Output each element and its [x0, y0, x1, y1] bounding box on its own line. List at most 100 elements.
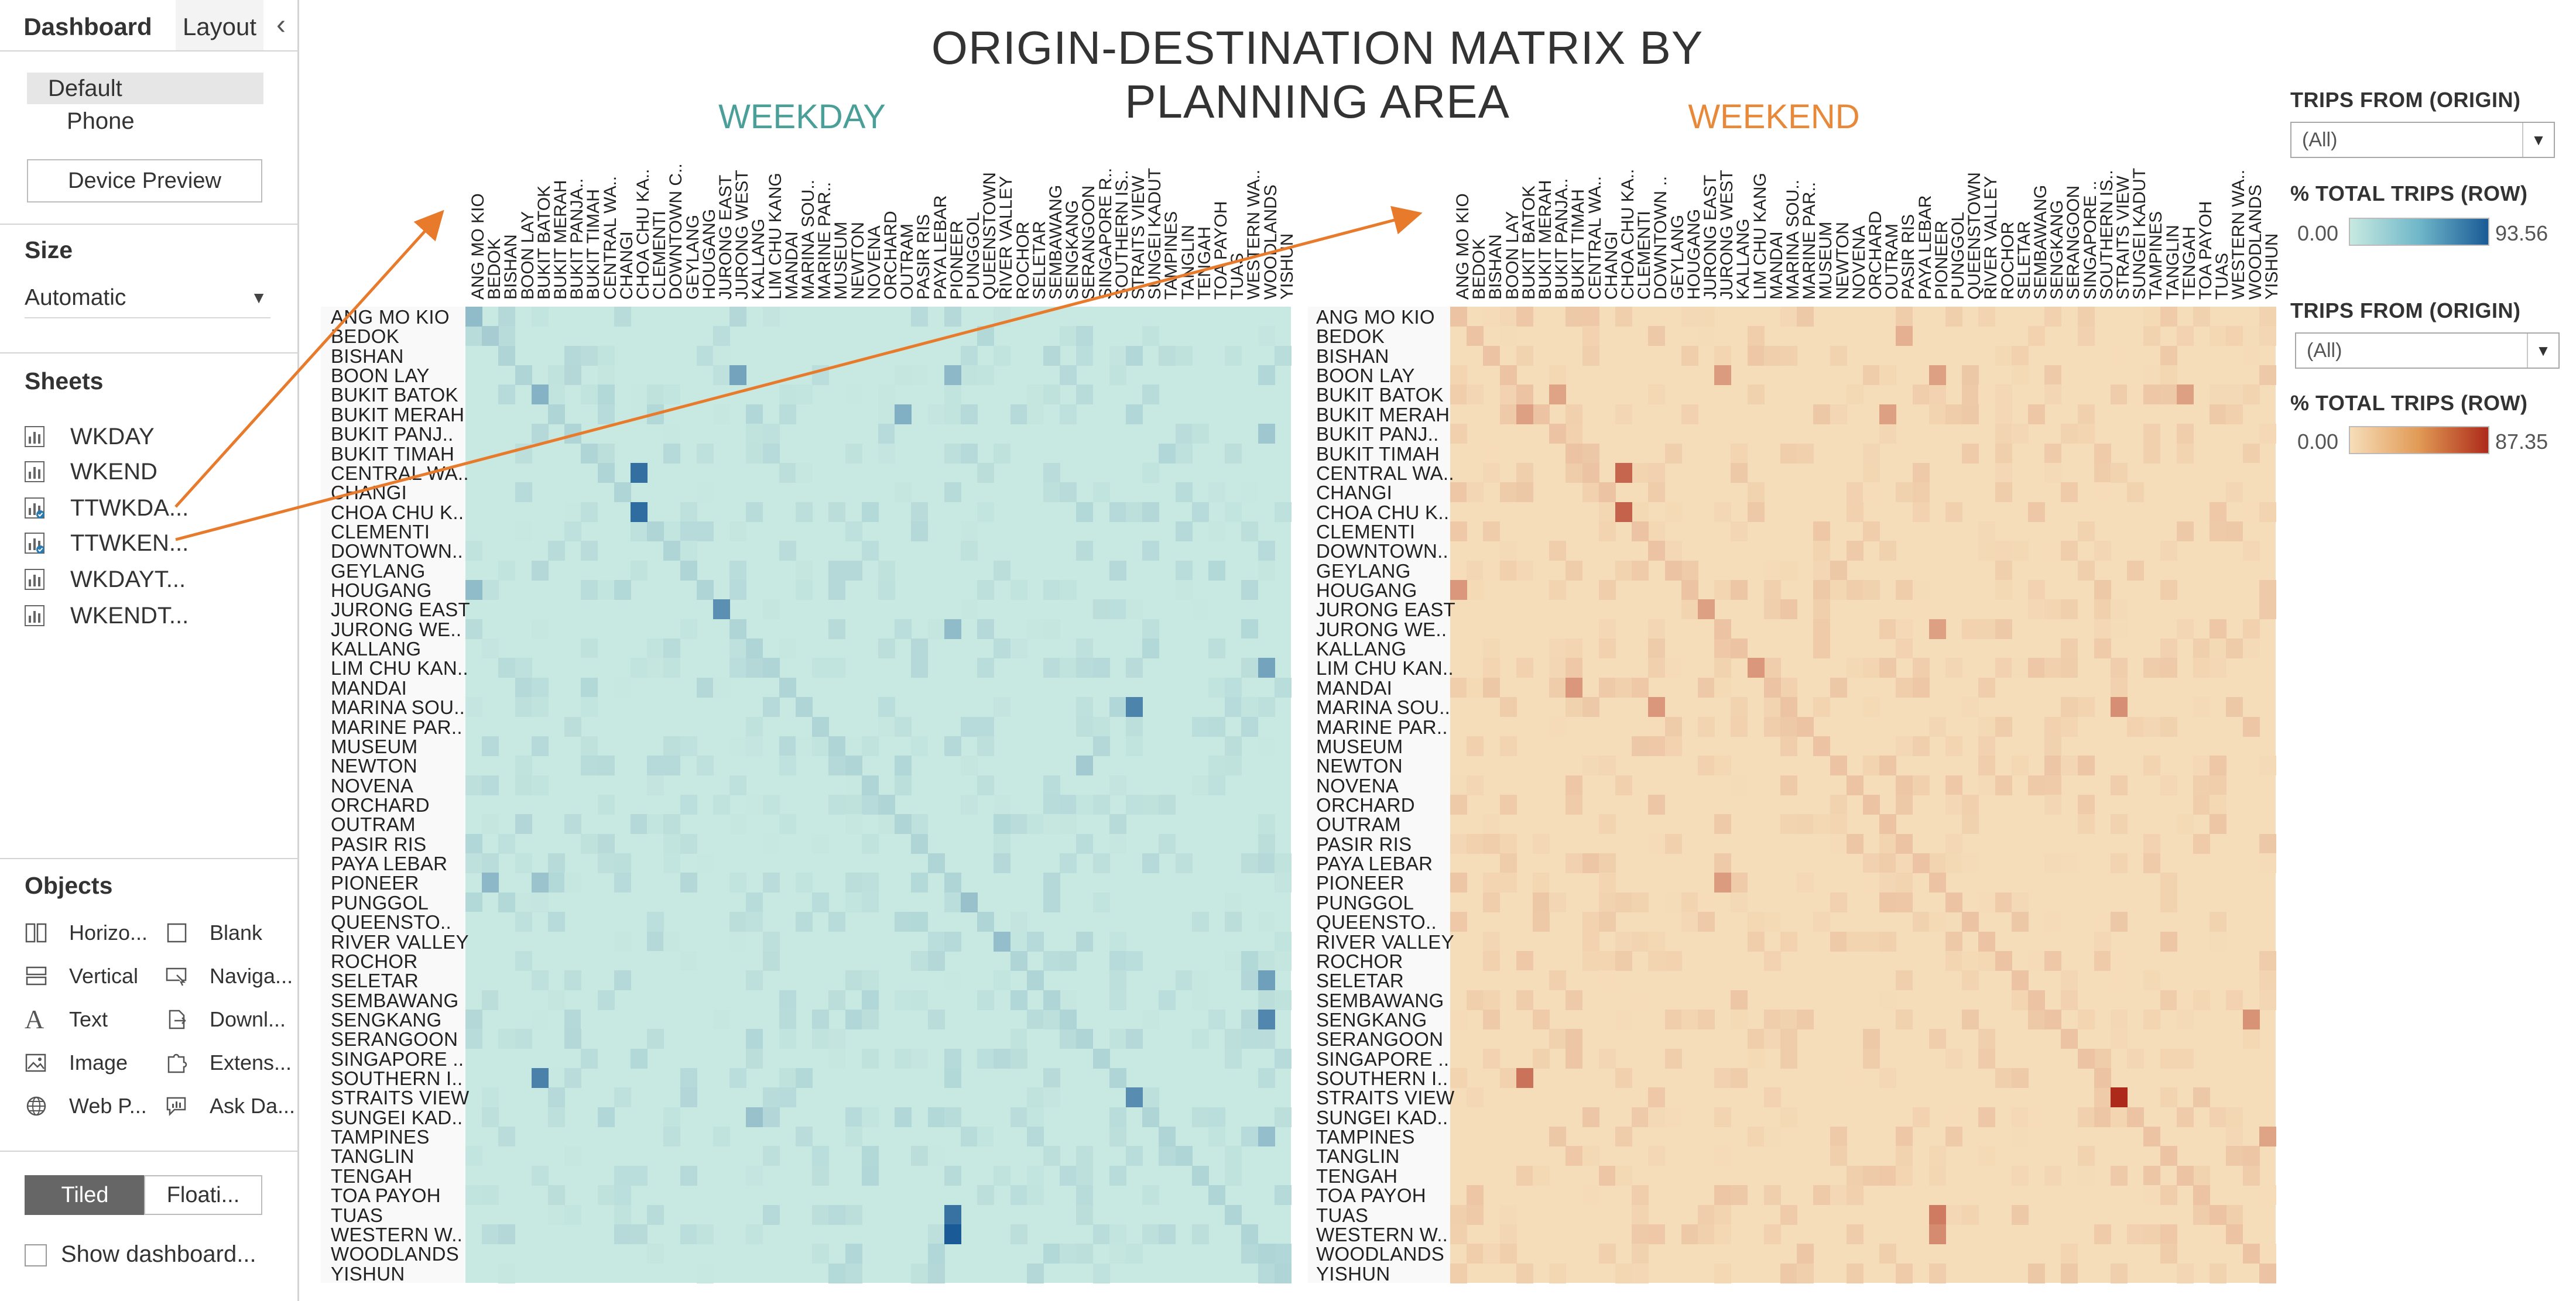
weekend-heatmap-cell[interactable] — [1681, 1009, 1698, 1029]
weekend-heatmap-cell[interactable] — [2111, 1107, 2128, 1127]
weekday-heatmap-cell[interactable] — [631, 1165, 648, 1186]
weekday-heatmap-cell[interactable] — [465, 833, 482, 854]
weekday-heatmap-cell[interactable] — [1026, 404, 1044, 424]
weekday-heatmap-cell[interactable] — [1092, 736, 1110, 756]
weekend-heatmap-cell[interactable] — [1615, 1009, 1632, 1029]
weekday-heatmap-cell[interactable] — [548, 365, 565, 386]
weekday-heatmap-cell[interactable] — [1274, 1185, 1292, 1206]
weekday-heatmap-cell[interactable] — [1060, 814, 1077, 835]
weekend-heatmap-cell[interactable] — [1896, 482, 1913, 503]
weekend-heatmap-cell[interactable] — [1467, 736, 1484, 756]
weekday-heatmap-cell[interactable] — [746, 1029, 763, 1049]
weekday-heatmap-cell[interactable] — [1208, 1009, 1225, 1029]
weekday-heatmap-cell[interactable] — [812, 1204, 830, 1225]
weekday-heatmap-cell[interactable] — [1274, 1048, 1292, 1069]
weekend-heatmap-cell[interactable] — [1928, 1029, 1946, 1049]
weekday-heatmap-cell[interactable] — [1026, 931, 1044, 952]
weekend-heatmap-cell[interactable] — [1863, 580, 1880, 600]
weekend-heatmap-cell[interactable] — [1648, 326, 1666, 346]
weekend-heatmap-cell[interactable] — [1516, 404, 1533, 424]
weekend-heatmap-cell[interactable] — [1450, 560, 1467, 581]
weekday-heatmap-cell[interactable] — [944, 1048, 961, 1069]
weekend-heatmap-cell[interactable] — [2160, 541, 2177, 561]
weekday-heatmap-cell[interactable] — [861, 1107, 879, 1127]
weekend-heatmap-cell[interactable] — [1928, 365, 1946, 386]
weekend-heatmap-cell[interactable] — [1978, 677, 1996, 698]
weekend-heatmap-cell[interactable] — [2094, 619, 2111, 639]
weekday-heatmap-cell[interactable] — [994, 853, 1011, 874]
weekday-heatmap-cell[interactable] — [1076, 1146, 1094, 1166]
weekend-heatmap-cell[interactable] — [1467, 775, 1484, 795]
weekend-heatmap-cell[interactable] — [1533, 404, 1550, 424]
weekday-heatmap-cell[interactable] — [927, 1244, 945, 1264]
weekend-heatmap-cell[interactable] — [1879, 404, 1897, 424]
weekend-heatmap-cell[interactable] — [2111, 697, 2128, 718]
weekday-heatmap-cell[interactable] — [515, 521, 532, 541]
weekend-heatmap-cell[interactable] — [1763, 950, 1781, 971]
weekend-heatmap-cell[interactable] — [1896, 619, 1913, 639]
weekend-heatmap-cell[interactable] — [1763, 716, 1781, 737]
weekend-heatmap-cell[interactable] — [2077, 814, 2095, 835]
weekend-heatmap-cell[interactable] — [1499, 736, 1517, 756]
weekday-heatmap-cell[interactable] — [581, 580, 598, 600]
weekend-heatmap-cell[interactable] — [2176, 326, 2194, 346]
weekday-heatmap-cell[interactable] — [482, 580, 499, 600]
weekday-heatmap-cell[interactable] — [911, 1048, 929, 1069]
weekday-heatmap-cell[interactable] — [647, 1244, 664, 1264]
weekend-heatmap-cell[interactable] — [1450, 912, 1467, 932]
weekend-heatmap-cell[interactable] — [2226, 1146, 2243, 1166]
weekend-heatmap-cell[interactable] — [2044, 1009, 2062, 1029]
weekday-heatmap-cell[interactable] — [663, 853, 681, 874]
weekday-heatmap-cell[interactable] — [631, 658, 648, 678]
weekend-heatmap-cell[interactable] — [1830, 853, 1847, 874]
weekend-heatmap-cell[interactable] — [1566, 775, 1583, 795]
weekend-heatmap-cell[interactable] — [1912, 482, 1930, 503]
weekday-heatmap-cell[interactable] — [1043, 1009, 1060, 1029]
weekday-heatmap-cell[interactable] — [878, 385, 895, 405]
weekend-heatmap-cell[interactable] — [2011, 658, 2029, 678]
weekday-heatmap-cell[interactable] — [729, 775, 747, 795]
weekday-heatmap-cell[interactable] — [515, 892, 532, 912]
weekend-heatmap-cell[interactable] — [1714, 814, 1732, 835]
weekend-heatmap-cell[interactable] — [2044, 795, 2062, 815]
weekday-heatmap-cell[interactable] — [548, 1068, 565, 1089]
weekend-heatmap-cell[interactable] — [1780, 697, 1797, 718]
weekday-heatmap-cell[interactable] — [1076, 502, 1094, 522]
weekday-heatmap-cell[interactable] — [1241, 970, 1259, 991]
weekend-heatmap-cell[interactable] — [1962, 404, 1979, 424]
weekend-heatmap-cell[interactable] — [2111, 462, 2128, 483]
weekday-heatmap-cell[interactable] — [845, 736, 862, 756]
weekend-heatmap-cell[interactable] — [1763, 1185, 1781, 1206]
weekend-heatmap-cell[interactable] — [1516, 990, 1533, 1010]
weekend-heatmap-cell[interactable] — [1962, 385, 1979, 405]
weekday-heatmap-cell[interactable] — [1208, 521, 1225, 541]
weekend-heatmap-cell[interactable] — [1698, 1009, 1715, 1029]
weekend-heatmap-cell[interactable] — [1698, 716, 1715, 737]
weekday-heatmap-cell[interactable] — [713, 345, 730, 366]
weekend-heatmap-cell[interactable] — [1879, 365, 1897, 386]
weekday-heatmap-cell[interactable] — [465, 1029, 482, 1049]
weekend-heatmap-cell[interactable] — [1467, 1185, 1484, 1206]
weekend-heatmap-cell[interactable] — [1648, 658, 1666, 678]
weekday-heatmap-cell[interactable] — [1175, 970, 1193, 991]
weekday-heatmap-cell[interactable] — [1109, 1127, 1126, 1147]
weekday-heatmap-cell[interactable] — [1258, 736, 1275, 756]
weekend-heatmap-cell[interactable] — [2259, 756, 2276, 776]
weekday-heatmap-cell[interactable] — [663, 639, 681, 659]
weekday-heatmap-cell[interactable] — [944, 873, 961, 893]
weekday-heatmap-cell[interactable] — [845, 385, 862, 405]
weekday-heatmap-cell[interactable] — [1258, 658, 1275, 678]
weekday-heatmap-cell[interactable] — [1274, 853, 1292, 874]
weekday-heatmap-cell[interactable] — [663, 443, 681, 464]
weekend-heatmap-cell[interactable] — [1714, 853, 1732, 874]
weekend-heatmap-cell[interactable] — [1912, 599, 1930, 620]
weekday-heatmap-cell[interactable] — [713, 326, 730, 346]
weekday-heatmap-cell[interactable] — [1126, 795, 1143, 815]
weekend-heatmap-cell[interactable] — [1516, 1263, 1533, 1283]
weekend-heatmap-cell[interactable] — [1731, 1185, 1748, 1206]
weekday-heatmap-cell[interactable] — [944, 970, 961, 991]
weekend-heatmap-cell[interactable] — [1962, 795, 1979, 815]
weekday-heatmap-cell[interactable] — [1225, 736, 1242, 756]
weekend-heatmap-cell[interactable] — [2143, 833, 2161, 854]
weekend-heatmap-cell[interactable] — [1450, 677, 1467, 698]
